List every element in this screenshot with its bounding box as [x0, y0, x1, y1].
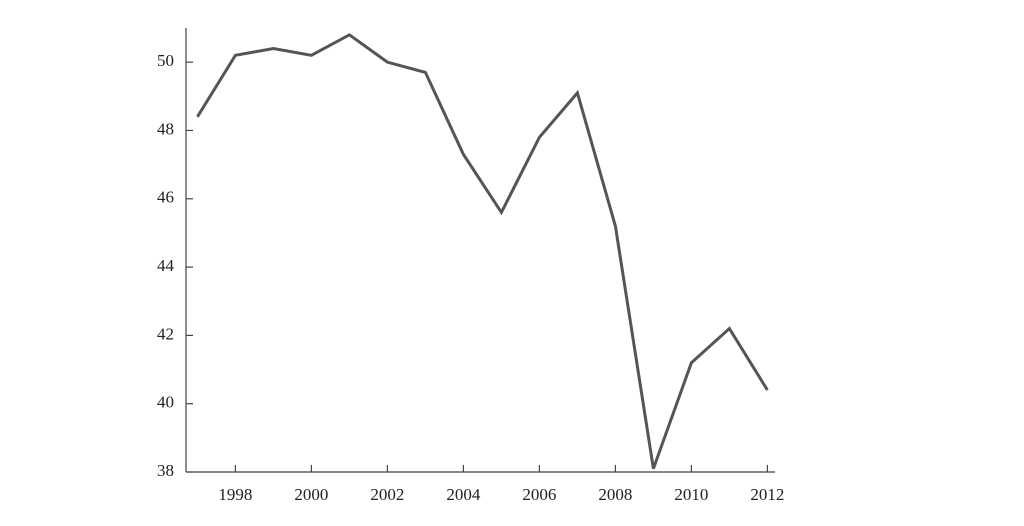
y-tick-label: 48 [157, 119, 174, 138]
y-tick-label: 50 [157, 51, 174, 70]
x-tick-label: 2006 [522, 485, 556, 504]
x-tick-label: 1998 [218, 485, 252, 504]
data-line [196, 33, 769, 470]
x-tick-label: 2002 [370, 485, 404, 504]
x-tick-label: 2008 [598, 485, 632, 504]
y-tick-label: 46 [157, 188, 174, 207]
x-tick-label: 2000 [294, 485, 328, 504]
x-tick-label: 2004 [446, 485, 481, 504]
y-tick-label: 44 [157, 256, 175, 275]
x-tick-label: 2012 [750, 485, 784, 504]
y-tick-label: 40 [157, 393, 174, 412]
y-tick-label: 42 [157, 324, 174, 343]
y-tick-label: 38 [157, 461, 174, 480]
x-tick-label: 2010 [674, 485, 708, 504]
